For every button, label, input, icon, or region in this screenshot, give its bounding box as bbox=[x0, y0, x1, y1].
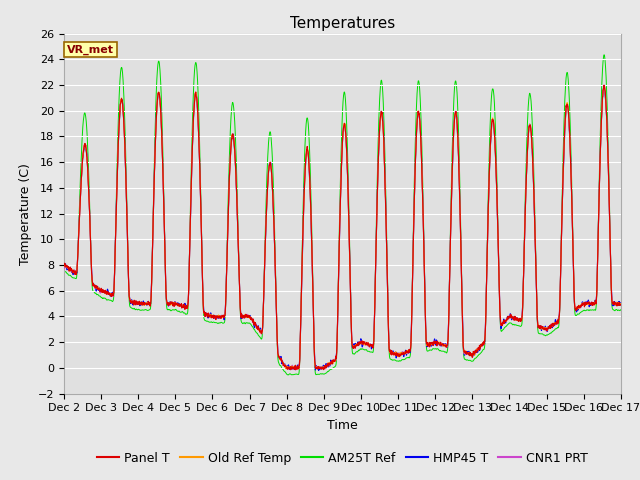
Text: VR_met: VR_met bbox=[67, 44, 114, 55]
Legend: Panel T, Old Ref Temp, AM25T Ref, HMP45 T, CNR1 PRT: Panel T, Old Ref Temp, AM25T Ref, HMP45 … bbox=[92, 447, 593, 469]
X-axis label: Time: Time bbox=[327, 419, 358, 432]
Title: Temperatures: Temperatures bbox=[290, 16, 395, 31]
Y-axis label: Temperature (C): Temperature (C) bbox=[19, 163, 32, 264]
